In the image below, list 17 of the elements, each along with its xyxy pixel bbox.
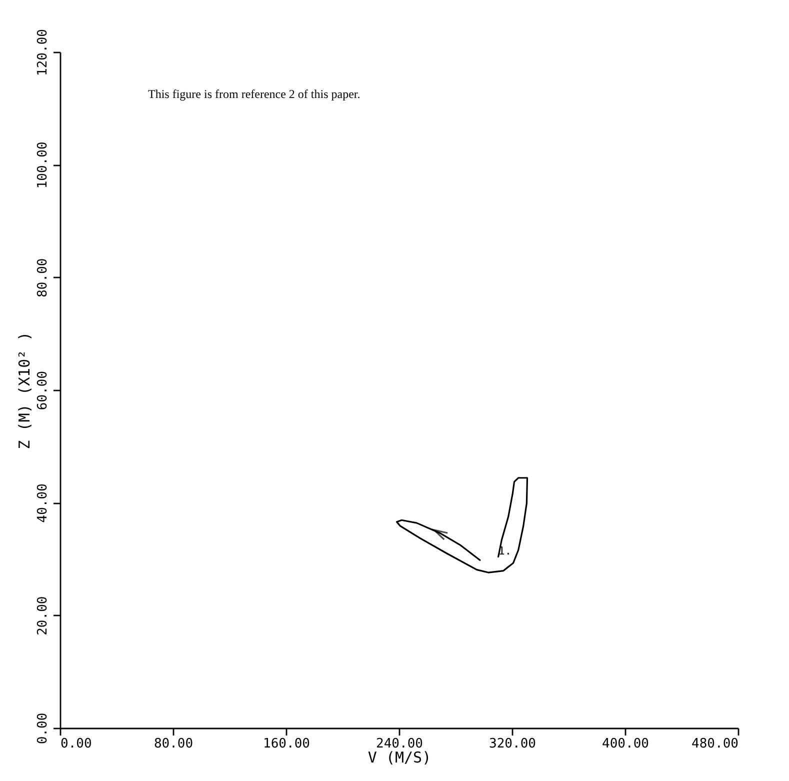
y-tick-label: 120.00 xyxy=(36,29,50,76)
x-tick-label: 240.00 xyxy=(376,736,423,752)
y-axis-title: Z (M) (X10² ) xyxy=(16,332,34,450)
x-tick-label: 160.00 xyxy=(263,736,310,752)
x-tick-label: 320.00 xyxy=(489,736,536,752)
x-tick-label: 400.00 xyxy=(602,736,649,752)
x-tick-label: 480.00 xyxy=(692,736,738,752)
x-tick-label: 0.00 xyxy=(60,736,92,752)
y-tick-label: 80.00 xyxy=(36,258,50,298)
y-tick-label: 60.00 xyxy=(36,370,50,410)
x-tick-label: 80.00 xyxy=(154,736,194,752)
y-tick-label: 100.00 xyxy=(36,142,50,189)
x-axis-title: V (M/S) xyxy=(368,748,432,766)
annotation: This figure is from reference 2 of this paper. xyxy=(148,87,360,101)
y-tick-label: 40.00 xyxy=(36,484,50,523)
line-series xyxy=(396,477,528,574)
y-tick-label: 20.00 xyxy=(36,596,50,636)
